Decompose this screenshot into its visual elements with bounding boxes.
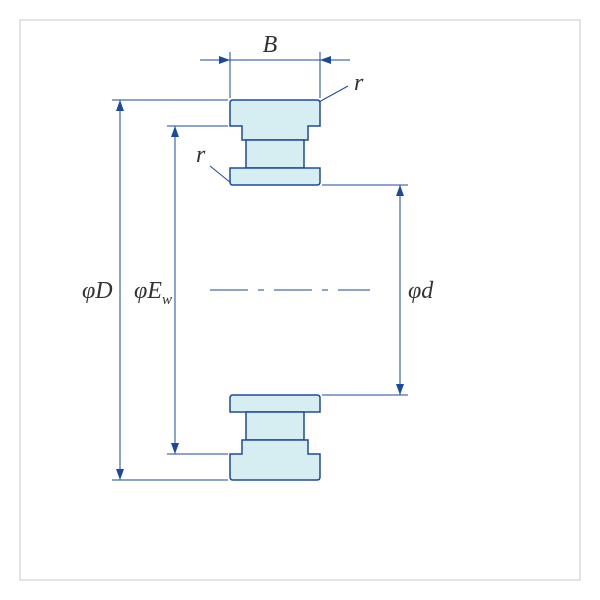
r-leader-outer: r bbox=[319, 70, 364, 102]
bearing-diagram: B r r bbox=[0, 0, 600, 600]
label-phiEw: φEw bbox=[134, 278, 172, 308]
label-phid: φd bbox=[408, 278, 434, 304]
label-r-inner: r bbox=[196, 142, 206, 168]
bearing-upper bbox=[230, 100, 320, 185]
label-r-outer: r bbox=[354, 70, 364, 96]
dimension-B: B bbox=[200, 32, 350, 98]
bearing-lower bbox=[230, 395, 320, 480]
r-leader-inner: r bbox=[196, 142, 231, 183]
label-B: B bbox=[263, 32, 278, 58]
label-phiD: φD bbox=[82, 278, 113, 304]
